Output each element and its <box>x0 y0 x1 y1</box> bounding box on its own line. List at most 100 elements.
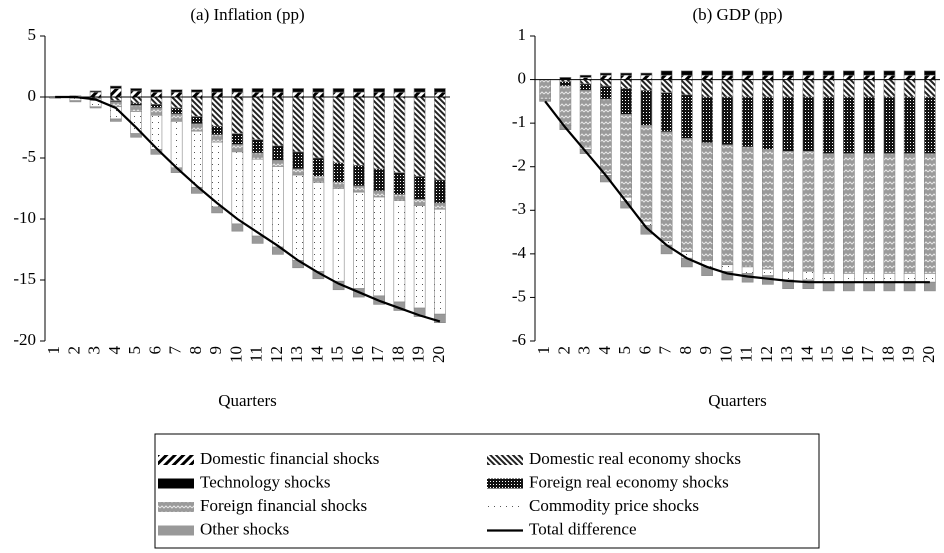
bar-segment <box>434 91 446 98</box>
bar-segment <box>620 72 632 76</box>
bar-segment <box>681 94 693 139</box>
bar-segment <box>762 70 774 76</box>
x-tick-label: 19 <box>409 346 428 363</box>
bar-segment <box>843 153 855 274</box>
bar-segment <box>924 153 936 274</box>
bar-segment <box>579 74 592 78</box>
bar-segment <box>130 105 142 112</box>
bar-segment <box>434 202 446 210</box>
bar-segment <box>353 91 365 98</box>
bar-segment <box>231 133 244 145</box>
y-tick-label: -5 <box>512 286 526 305</box>
bar-segment <box>170 113 183 122</box>
bar-segment <box>312 88 325 93</box>
bar-segment <box>863 281 875 292</box>
bar-segment <box>903 281 916 292</box>
bar-segment <box>660 92 673 133</box>
bar-segment <box>373 96 385 170</box>
bar-segment <box>413 205 426 309</box>
bar-segment <box>353 191 365 289</box>
bar-segment <box>640 225 653 235</box>
x-tick-label: 10 <box>716 346 735 363</box>
bar-segment <box>701 142 713 261</box>
bar-segment <box>802 270 815 281</box>
y-tick-label: -2 <box>512 156 526 175</box>
bar-segment <box>393 172 406 195</box>
bar-segment <box>170 96 183 109</box>
x-tick-label: 14 <box>307 346 326 364</box>
bar-segment <box>863 74 875 80</box>
bar-segment <box>620 74 632 80</box>
bar-segment <box>332 188 345 282</box>
y-tick-label: 5 <box>28 25 37 44</box>
bar-segment <box>802 279 815 290</box>
bar-segment <box>231 96 244 134</box>
bar-segment <box>620 114 632 198</box>
bar-segment <box>89 90 102 93</box>
bar-segment <box>434 313 446 324</box>
bar-segment <box>741 266 754 274</box>
legend-label: Other shocks <box>200 519 289 538</box>
bar-segment <box>924 273 936 283</box>
bar-segment <box>150 107 163 116</box>
bar-segment <box>883 70 896 76</box>
bar-segment <box>413 88 426 93</box>
bar-segment <box>231 88 244 93</box>
bar-segment <box>660 74 673 80</box>
bar-segment <box>150 96 163 105</box>
legend-swatch <box>158 502 194 512</box>
x-tick-label: 1 <box>534 346 553 355</box>
bar-segment <box>69 100 82 103</box>
bar-segment <box>681 79 693 96</box>
bar-segment <box>272 160 284 167</box>
legend-label: Total difference <box>529 519 637 538</box>
bar-segment <box>741 74 754 80</box>
bar-segment <box>191 96 203 117</box>
bar-segment <box>741 146 754 268</box>
x-tick-label: 17 <box>368 346 387 364</box>
bar-segment <box>843 70 855 76</box>
bar-segment <box>843 74 855 80</box>
bar-segment <box>130 88 142 92</box>
y-tick-label: -10 <box>13 208 36 227</box>
bar-segment <box>312 96 325 159</box>
bar-segment <box>721 270 734 281</box>
bar-segment <box>130 96 142 104</box>
bar-segment <box>924 74 936 80</box>
bar-segment <box>272 88 284 93</box>
bar-segment <box>660 131 673 242</box>
x-tick-label: 10 <box>226 346 245 363</box>
x-axis-label: Quarters <box>218 391 277 410</box>
bar-segment <box>559 81 572 87</box>
x-tick-label: 6 <box>145 346 164 355</box>
bar-segment <box>211 141 223 208</box>
bar-segment <box>559 85 572 126</box>
bar-segment <box>903 79 916 98</box>
x-tick-label: 16 <box>348 346 367 363</box>
bar-segment <box>741 96 754 148</box>
bar-segment <box>741 79 754 98</box>
bar-segment <box>434 88 446 93</box>
x-tick-label: 4 <box>105 346 124 355</box>
y-tick-label: -6 <box>512 330 526 349</box>
bar-segment <box>822 281 835 292</box>
chart-title: (b) GDP (pp) <box>692 5 782 24</box>
bar-segment <box>332 91 345 98</box>
bar-segment <box>640 72 653 76</box>
legend-label: Foreign real economy shocks <box>529 472 729 491</box>
bar-segment <box>69 97 82 101</box>
bar-segment <box>231 91 244 98</box>
legend-box <box>154 433 820 549</box>
bar-segment <box>539 79 551 100</box>
bar-segment <box>802 79 815 98</box>
bar-segment <box>681 74 693 80</box>
bar-segment <box>701 74 713 80</box>
bar-segment <box>413 96 426 177</box>
bar-segment <box>393 91 406 98</box>
bar-segment <box>332 162 345 183</box>
bar-segment <box>822 273 835 283</box>
bar-segment <box>762 96 774 150</box>
bar-segment <box>191 91 203 98</box>
y-tick-label: -1 <box>512 112 526 131</box>
